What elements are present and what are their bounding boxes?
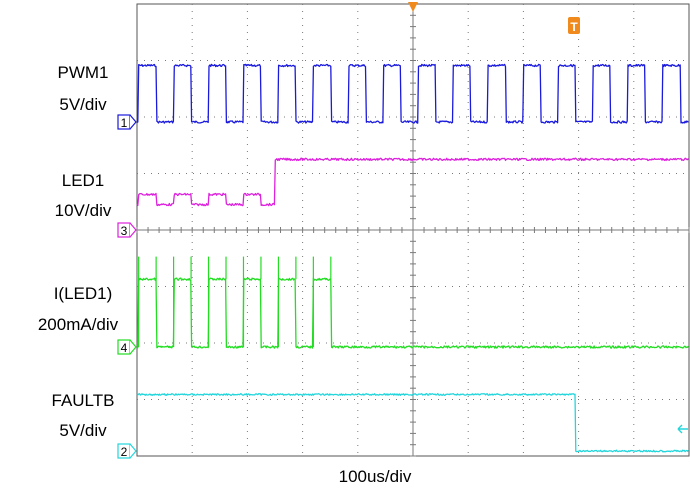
channel-marker-arrow bbox=[129, 114, 137, 130]
iled-scale-label: 200mA/div bbox=[37, 315, 119, 334]
fault-scale-label: 5V/div bbox=[59, 421, 107, 440]
iled-name-label: I(LED1) bbox=[53, 284, 113, 303]
channel-marker-number: 4 bbox=[121, 341, 128, 355]
channel-marker-number: 2 bbox=[121, 445, 128, 459]
channel-marker-number: 3 bbox=[121, 224, 128, 238]
trigger-level-marker bbox=[568, 17, 580, 34]
led-name-label: LED1 bbox=[61, 171, 105, 190]
time-scale-label: 100us/div bbox=[338, 467, 412, 486]
channel-marker-number: 1 bbox=[121, 116, 128, 130]
channel-marker-arrow bbox=[129, 443, 137, 459]
trace-led1 bbox=[136, 157, 689, 207]
pwm-scale-label: 5V/div bbox=[59, 95, 107, 114]
led-scale-label: 10V/div bbox=[54, 201, 112, 220]
trigger-position-marker bbox=[408, 2, 418, 12]
trace-i-led1- bbox=[136, 277, 689, 349]
channel-marker-arrow bbox=[129, 339, 137, 355]
trace-pwm1 bbox=[136, 63, 689, 124]
channel-marker-arrow bbox=[129, 222, 137, 238]
fault-name-label: FAULTB bbox=[51, 391, 115, 410]
trace-faultb bbox=[136, 393, 689, 453]
offscreen-arrow-icon bbox=[677, 424, 688, 434]
pwm-name-label: PWM1 bbox=[57, 63, 109, 82]
trigger-level-letter: T bbox=[570, 20, 578, 34]
